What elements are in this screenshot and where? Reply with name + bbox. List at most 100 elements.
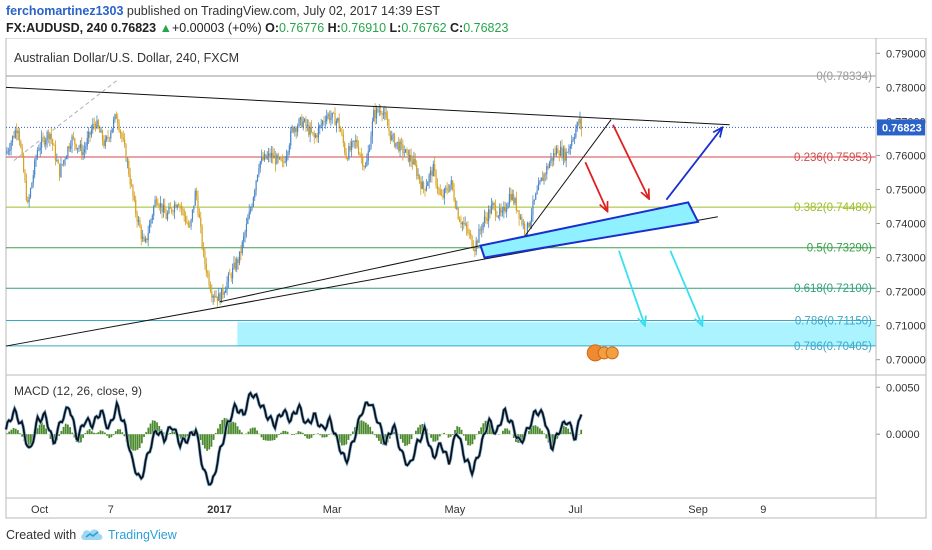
candle-body — [533, 199, 535, 202]
fib-level-label: 0.618(0.72100) — [794, 283, 872, 295]
candle-body — [205, 263, 207, 273]
candle-body — [535, 193, 537, 200]
candle-body — [223, 292, 225, 295]
macd-line — [5, 391, 583, 486]
candle-body — [54, 145, 57, 161]
target-zone-box[interactable] — [237, 322, 876, 347]
macd-histogram-bar — [184, 434, 187, 439]
macd-histogram-bar — [106, 434, 108, 436]
macd-histogram-bar — [219, 424, 222, 435]
candle-body — [17, 130, 19, 134]
macd-histogram-bar — [69, 427, 71, 435]
candle-body — [377, 108, 379, 112]
macd-histogram-bar — [393, 431, 396, 435]
macd-histogram-bar — [71, 432, 74, 435]
candle-body — [423, 181, 425, 190]
macd-histogram-bar — [399, 434, 402, 440]
macd-histogram-bar — [534, 425, 537, 435]
tradingview-brand[interactable]: TradingView — [108, 528, 177, 542]
event-flag-icon[interactable] — [605, 346, 619, 360]
macd-histogram-bar — [319, 434, 322, 436]
symbol-label[interactable]: FX:AUDUSD, 240 — [6, 21, 108, 35]
candle-body — [542, 177, 544, 181]
candle-body — [427, 182, 429, 187]
candle-body — [200, 217, 202, 227]
candle-body — [321, 121, 324, 125]
candle-body — [366, 160, 368, 167]
candle-body — [547, 166, 549, 168]
chart-frame — [5, 38, 927, 519]
projection-arrow[interactable] — [665, 128, 721, 201]
publish-line: ferchomartinez1303 published on TradingV… — [6, 4, 440, 18]
projection-arrow[interactable] — [612, 124, 649, 198]
candle-body — [83, 148, 86, 153]
candle-body — [197, 196, 199, 214]
candle-body — [157, 202, 159, 206]
macd-histogram-bar — [99, 430, 102, 435]
macd-histogram-bar — [323, 434, 326, 438]
macd-histogram-bar — [156, 422, 158, 435]
author-link[interactable]: ferchomartinez1303 — [6, 4, 124, 18]
candle-body — [214, 295, 216, 298]
candle-body — [82, 152, 84, 155]
trendline[interactable] — [219, 245, 481, 303]
candle-body — [64, 159, 66, 161]
candle-body — [97, 120, 99, 128]
candle-body — [403, 152, 405, 154]
macd-histogram-bar — [21, 434, 24, 437]
plot-area[interactable]: Oct72017MarMayJulSep90.790000.780000.770… — [4, 48, 926, 516]
candle-body — [566, 152, 569, 153]
wedge-channel[interactable] — [479, 201, 700, 259]
candle-body — [88, 131, 90, 138]
candle-body — [391, 135, 393, 140]
macd-histogram-bar — [264, 434, 267, 441]
projection-arrow[interactable] — [618, 250, 645, 325]
candle-body — [456, 207, 458, 209]
candle-body — [45, 140, 47, 145]
projection-arrow[interactable] — [584, 161, 607, 210]
candle-body — [330, 117, 332, 121]
macd-histogram-bar — [367, 424, 369, 435]
candle-body — [173, 204, 176, 213]
x-tick-label: Oct — [31, 504, 48, 516]
macd-histogram-bar — [304, 434, 306, 436]
candle-body — [76, 148, 79, 150]
high-label: H: — [327, 21, 341, 35]
candle-body — [248, 211, 250, 219]
candle-body — [528, 222, 530, 227]
macd-histogram-bar — [312, 434, 315, 436]
candle-body — [510, 193, 512, 200]
candle-body — [56, 159, 58, 161]
candle-body — [142, 236, 144, 239]
candle-body — [284, 161, 286, 163]
candle-body — [348, 146, 350, 160]
macd-histogram-bar — [180, 434, 182, 439]
macd-histogram-bar — [482, 423, 485, 435]
candle-body — [306, 125, 308, 127]
candle-body — [136, 213, 138, 222]
candle-body — [537, 183, 540, 191]
candle-body — [277, 154, 279, 159]
x-tick-label: May — [444, 504, 465, 516]
dashed-trendline[interactable] — [13, 80, 118, 161]
macd-histogram-bar — [256, 430, 259, 435]
candle-body — [290, 130, 292, 146]
macd-histogram-bar — [93, 432, 95, 435]
candle-body — [428, 175, 430, 183]
candle-body — [207, 272, 209, 274]
candle-body — [496, 215, 498, 217]
candle-body — [305, 119, 307, 127]
trendline[interactable] — [523, 119, 612, 238]
trendline[interactable] — [5, 86, 730, 126]
open-value: 0.76776 — [278, 21, 325, 35]
candle-body — [124, 139, 126, 145]
candle-body — [96, 120, 98, 129]
candle-body — [294, 127, 296, 133]
price-chart[interactable]: Oct72017MarMayJulSep90.790000.780000.770… — [0, 38, 932, 520]
candle-body — [247, 218, 249, 224]
projection-arrow[interactable] — [669, 250, 702, 325]
candle-body — [90, 129, 93, 135]
macd-histogram-bar — [321, 434, 324, 438]
macd-histogram-bar — [488, 422, 491, 435]
candle-body — [439, 189, 441, 195]
